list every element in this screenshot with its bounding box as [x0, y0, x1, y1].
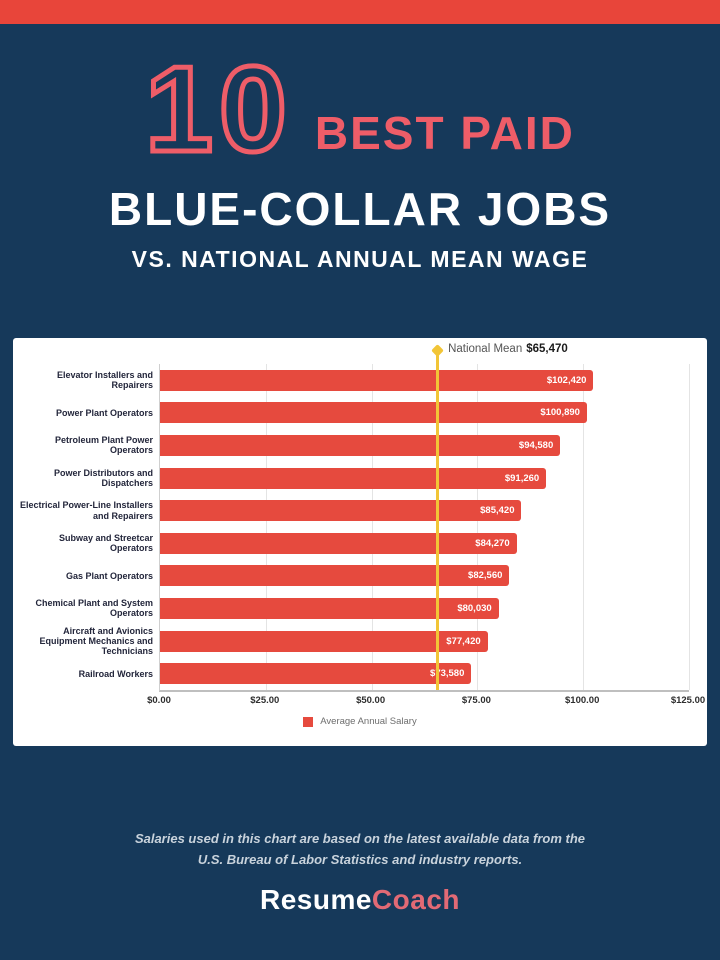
source-note-line1: Salaries used in this chart are based on…: [134, 831, 586, 846]
x-tick-label: $50.00: [356, 695, 386, 706]
gridline: [477, 364, 479, 690]
category-label: Aircraft and Avionics Equipment Mechanic…: [39, 625, 153, 657]
salary-bar: $85,420: [160, 500, 522, 522]
category-label: Subway and Streetcar Operators: [58, 532, 153, 554]
chart-card: Elevator Installers and Repairers Power P…: [13, 338, 707, 746]
national-mean-line: [431, 344, 444, 690]
chart-legend: Average Annual Salary: [13, 716, 707, 727]
source-note: Salaries used in this chart are based on…: [0, 828, 720, 870]
header-title-row: 10 BEST PAID: [0, 41, 720, 178]
national-mean-text: National Mean: [448, 343, 523, 355]
resumecoach-logo: ResumeCoach: [0, 884, 720, 916]
legend-label: Average Annual Salary: [320, 716, 417, 727]
subtitle-vs-national-mean: VS. NATIONAL ANNUAL MEAN WAGE: [131, 246, 589, 272]
big-number-10: 10: [143, 41, 293, 178]
x-tick-label: $25.00: [250, 695, 280, 706]
title-best-paid: BEST PAID: [314, 107, 575, 159]
legend-swatch-icon: [303, 716, 314, 727]
category-label: Railroad Workers: [78, 668, 153, 679]
salary-bar: $80,030: [160, 598, 499, 619]
x-tick-label: $75.00: [461, 695, 491, 706]
category-label: Petroleum Plant Power Operators: [54, 435, 153, 456]
gridline: [265, 364, 267, 690]
logo-coach-text: Coach: [371, 884, 460, 915]
category-label: Gas Plant Operators: [65, 570, 153, 581]
category-label: Electrical Power-Line Installers and Rep…: [19, 500, 153, 521]
gridline: [371, 364, 373, 690]
infographic-header: 10 BEST PAID BLUE-COLLAR JOBS VS. NATION…: [0, 46, 720, 273]
x-axis-ticks: $0.00 $25.00 $50.00 $75.00 $100.00 $125.00: [147, 695, 705, 709]
salary-bar: $77,420: [160, 630, 488, 652]
source-note-line2: U.S. Bureau of Labor Statistics and indu…: [197, 852, 523, 867]
national-mean-marker-icon: [431, 344, 444, 357]
x-tick-label: $125.00: [670, 695, 706, 706]
category-label: Elevator Installers and Repairers: [56, 369, 153, 391]
category-label: Chemical Plant and System Operators: [35, 598, 153, 619]
national-mean-value: $65,470: [526, 343, 568, 355]
national-mean-label: National Mean $65,470: [448, 343, 568, 355]
top-accent-bar: [0, 0, 720, 24]
category-label: Power Distributors and Dispatchers: [53, 467, 153, 489]
x-tick-label: $0.00: [147, 695, 171, 706]
salary-bar: $91,260: [160, 467, 547, 489]
logo-resume-text: Resume: [259, 884, 372, 915]
title-blue-collar-jobs: BLUE-COLLAR JOBS: [108, 183, 612, 235]
salary-bar: $94,580: [160, 435, 561, 456]
salary-bar: $100,890: [160, 402, 587, 424]
x-tick-label: $100.00: [565, 695, 600, 706]
salary-bar: $84,270: [160, 532, 517, 554]
plot-area: $102,420 $100,890 $94,580 $91,260 $85,420 $84…: [159, 364, 690, 692]
gridline: [689, 364, 690, 690]
salary-bar: $82,560: [160, 565, 510, 587]
salary-bar: $73,580: [160, 663, 472, 685]
category-labels-column: Elevator Installers and Repairers Power P…: [19, 364, 153, 690]
category-label: Power Plant Operators: [55, 407, 153, 418]
salary-bar: $102,420: [160, 369, 594, 391]
gridline: [583, 364, 585, 690]
